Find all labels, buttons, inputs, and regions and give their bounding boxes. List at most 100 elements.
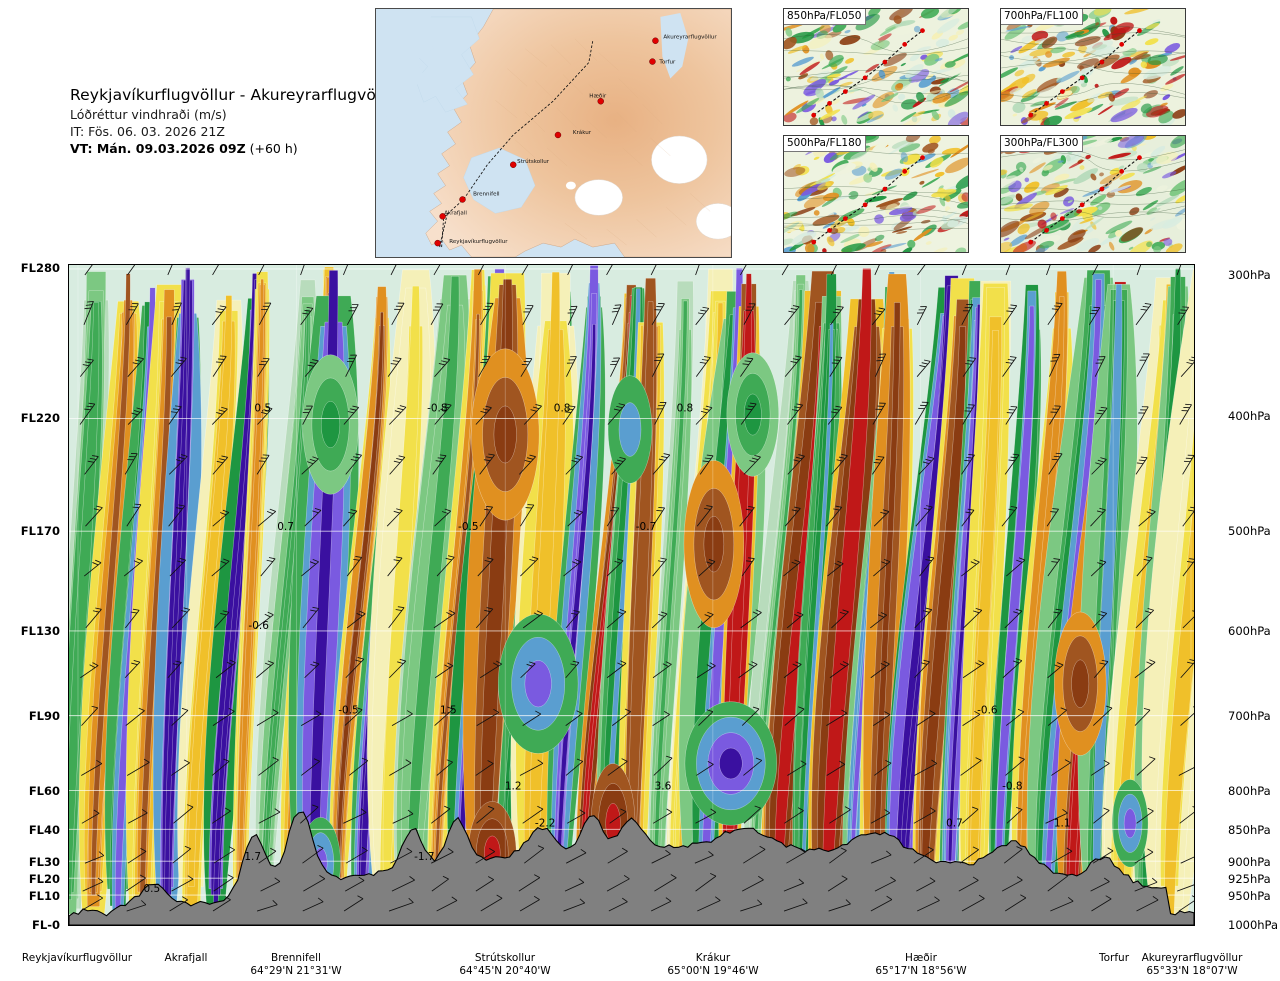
wind-barb: [1093, 807, 1110, 824]
wind-barb: [697, 896, 721, 912]
wind-barb: [80, 894, 103, 912]
valid-time-offset: (+60 h): [245, 141, 298, 156]
thumb-blob: [921, 176, 941, 188]
map-waypoint-marker[interactable]: [652, 37, 659, 44]
cross-section-plot[interactable]: 0.5 -0.8 0.8 0.8 0.7 -0.5 -0.7 -0.6 -0.5 1.5 -0.6 1…: [68, 264, 1195, 926]
thumb-blob: [1015, 193, 1023, 202]
map-waypoint-marker[interactable]: [649, 58, 656, 65]
wind-barb: [258, 808, 281, 824]
map-eyjafjordur: [660, 12, 689, 79]
wind-barb: [82, 877, 104, 892]
wind-barb: [127, 809, 148, 824]
thumb-coastline: [784, 227, 968, 234]
route-map-inset[interactable]: Akureyrarflugvöllur Torfur Hæðir Krákur Strú…: [375, 8, 732, 258]
thumb-blob: [798, 73, 809, 80]
thumb-blob: [799, 61, 820, 75]
wind-barb: [304, 359, 319, 377]
thumb-blob: [911, 168, 939, 179]
vertical-velocity-contour: [188, 295, 233, 887]
wind-barb: [81, 705, 99, 726]
valid-time-value: VT: Mán. 09.03.2026 09Z: [70, 141, 246, 156]
flight-level-tick: FL40: [28, 823, 60, 837]
wind-barb: [961, 453, 975, 475]
thumb-blob: [1085, 217, 1104, 230]
wind-barb: [258, 757, 279, 776]
wind-barb: [611, 304, 622, 325]
map-waypoint-marker[interactable]: [439, 213, 446, 220]
thumb-blob: [819, 109, 841, 120]
thumb-700hpa[interactable]: 700hPa/FL100: [1000, 8, 1186, 126]
thumb-blob: [832, 22, 847, 33]
thumb-blob: [870, 244, 892, 252]
map-waypoint-label: Reykjavíkurflugvöllur: [449, 238, 508, 245]
wind-barb: [1182, 454, 1194, 475]
thumb-blob: [1079, 165, 1085, 170]
thumb-blob: [839, 81, 853, 87]
thumb-blob: [1076, 238, 1100, 252]
cross-section-panel: 0.5 -0.8 0.8 0.8 0.7 -0.5 -0.7 -0.6 -0.5 1.5 -0.6 1…: [0, 258, 1280, 934]
wind-barb: [256, 660, 274, 679]
wind-barb: [300, 306, 314, 326]
thumb-blob: [1001, 175, 1018, 189]
thumb-blob: [1142, 166, 1162, 174]
wind-barb: [1047, 302, 1063, 326]
thumb-blob: [1054, 97, 1069, 108]
thumb-waypoint-marker: [1059, 216, 1065, 221]
thumb-blob: [1065, 154, 1071, 162]
thumb-blob: [831, 98, 841, 105]
map-waypoint-marker[interactable]: [434, 239, 441, 247]
wind-barb: [830, 265, 843, 276]
thumb-blob: [813, 156, 820, 160]
vertical-velocity-core: [719, 747, 743, 780]
wind-barb: [695, 356, 711, 377]
map-waypoint-marker[interactable]: [597, 98, 604, 105]
wind-barb: [743, 805, 761, 824]
thumb-waypoint-marker: [811, 239, 817, 245]
map-waypoint-marker[interactable]: [554, 131, 562, 139]
thumb-blob: [936, 18, 960, 34]
wind-barb: [1179, 806, 1194, 824]
wind-barb: [962, 710, 981, 726]
thumb-blob: [1147, 54, 1168, 66]
thumb-coastline: [1001, 200, 1185, 206]
thumb-blob: [807, 34, 832, 49]
wind-barb: [215, 659, 236, 679]
thumb-blob: [1144, 38, 1159, 46]
thumb-300hpa[interactable]: 300hPa/FL300: [1000, 135, 1186, 253]
thumb-blob: [1070, 85, 1080, 94]
thumb-blob: [904, 64, 924, 78]
map-glacier-1: [651, 135, 708, 184]
wind-barb: [476, 708, 500, 726]
thumb-blob: [1009, 87, 1022, 95]
wind-barb: [870, 612, 888, 629]
station-label: Hæðir 65°17'N 18°56'W: [875, 952, 966, 978]
wind-barb: [1136, 756, 1156, 776]
thumb-300hpa-canvas: [1001, 136, 1185, 252]
map-waypoint-marker[interactable]: [509, 161, 517, 168]
map-waypoint-label: Krákur: [573, 129, 592, 136]
thumb-blob: [888, 142, 909, 155]
wind-barb: [480, 894, 503, 912]
thumb-blob: [809, 117, 819, 125]
wind-barb: [740, 899, 763, 912]
wind-barb: [80, 662, 99, 679]
wind-barb: [1180, 852, 1194, 864]
valid-time-label: VT: Mán. 09.03.2026 09Z (+60 h): [70, 141, 370, 156]
thumb-blob: [1053, 187, 1069, 198]
thumb-waypoint-marker: [811, 112, 817, 118]
flight-level-tick: FL130: [20, 624, 60, 638]
thumb-blob: [784, 211, 798, 222]
map-waypoint-marker[interactable]: [459, 196, 466, 203]
thumb-850hpa-canvas: [784, 9, 968, 125]
thumb-500hpa[interactable]: 500hPa/FL180: [783, 135, 969, 253]
wind-barb: [1182, 506, 1194, 527]
thumb-blob: [796, 117, 807, 124]
thumb-blob: [1056, 31, 1069, 42]
wind-barb: [960, 757, 982, 776]
wind-barb: [343, 265, 353, 276]
thumb-850hpa[interactable]: 850hPa/FL050: [783, 8, 969, 126]
thumb-coastline: [1001, 82, 1185, 98]
wind-barb: [125, 303, 139, 326]
wind-barb: [522, 710, 542, 726]
wind-barb: [825, 505, 843, 527]
